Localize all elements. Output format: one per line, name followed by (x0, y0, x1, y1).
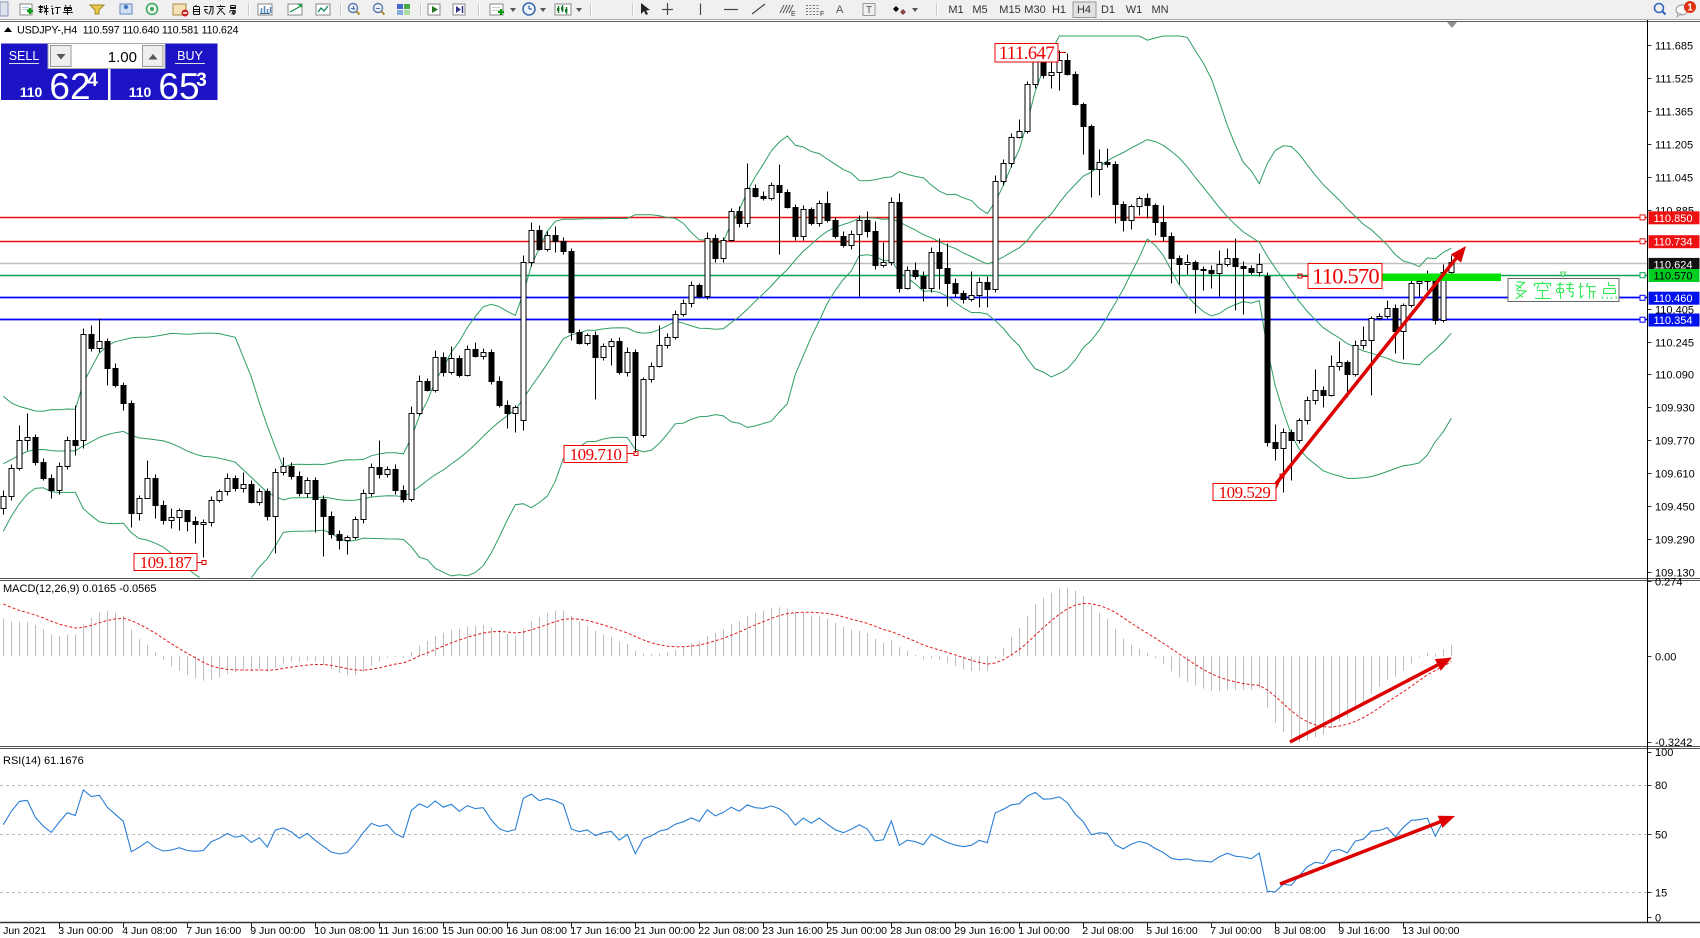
svg-text:F: F (820, 11, 824, 18)
svg-text:21 Jun 00:00: 21 Jun 00:00 (634, 925, 695, 937)
svg-text:109.930: 109.930 (1655, 402, 1695, 414)
svg-text:9 Jun 00:00: 9 Jun 00:00 (250, 925, 305, 937)
svg-text:8 Jul 08:00: 8 Jul 08:00 (1274, 925, 1326, 937)
svg-text:110.354: 110.354 (1654, 315, 1693, 327)
svg-text:110.850: 110.850 (1654, 213, 1693, 225)
svg-text:7 Jul 00:00: 7 Jul 00:00 (1210, 925, 1262, 937)
svg-text:1.00: 1.00 (108, 49, 137, 66)
svg-text:15: 15 (1655, 888, 1667, 900)
svg-text:16 Jun 08:00: 16 Jun 08:00 (506, 925, 567, 937)
svg-text:100: 100 (1655, 747, 1673, 759)
svg-text:22 Jun 08:00: 22 Jun 08:00 (698, 925, 759, 937)
svg-text:109.290: 109.290 (1655, 534, 1695, 546)
svg-text:110.734: 110.734 (1654, 237, 1693, 249)
svg-text:110: 110 (20, 84, 43, 100)
svg-text:109.529: 109.529 (1219, 483, 1271, 502)
svg-text:110.570: 110.570 (1312, 264, 1379, 289)
svg-text:109.450: 109.450 (1655, 501, 1695, 513)
svg-text:2 Jul 08:00: 2 Jul 08:00 (1082, 925, 1134, 937)
svg-text:4 Jun 08:00: 4 Jun 08:00 (122, 925, 177, 937)
svg-text:M15: M15 (999, 4, 1020, 16)
svg-text:65: 65 (158, 66, 199, 107)
svg-text:111.205: 111.205 (1655, 140, 1693, 152)
svg-text:13 Jul 00:00: 13 Jul 00:00 (1402, 925, 1459, 937)
svg-text:110.090: 110.090 (1655, 369, 1694, 381)
svg-text:110.624: 110.624 (1654, 259, 1693, 271)
svg-text:4: 4 (87, 70, 98, 91)
svg-text:A: A (836, 4, 844, 16)
svg-text:0: 0 (1655, 912, 1661, 924)
svg-text:111.365: 111.365 (1655, 107, 1693, 119)
svg-text:BUY: BUY (177, 49, 203, 63)
svg-text:109.187: 109.187 (140, 553, 193, 572)
svg-text:USDJPY-,H4 110.597 110.640 11: USDJPY-,H4 110.597 110.640 110.581 110.6… (17, 25, 239, 37)
svg-text:T: T (866, 5, 872, 16)
svg-text:-0.3242: -0.3242 (1655, 737, 1692, 749)
svg-text:109.710: 109.710 (570, 445, 622, 464)
svg-text:SELL: SELL (9, 49, 40, 63)
svg-text:3 Jun 00:00: 3 Jun 00:00 (58, 925, 113, 937)
svg-text:23 Jun 16:00: 23 Jun 16:00 (762, 925, 823, 937)
svg-text:7 Jun 16:00: 7 Jun 16:00 (186, 925, 241, 937)
svg-text:62: 62 (49, 66, 90, 107)
svg-text:3: 3 (196, 70, 207, 91)
svg-text:D1: D1 (1101, 4, 1115, 16)
svg-text:M5: M5 (972, 4, 987, 16)
svg-text:0.274: 0.274 (1655, 577, 1683, 589)
svg-text:1: 1 (1687, 3, 1693, 14)
svg-text:25 Jun 00:00: 25 Jun 00:00 (826, 925, 887, 937)
svg-text:29 Jun 16:00: 29 Jun 16:00 (954, 925, 1015, 937)
svg-text:10 Jun 08:00: 10 Jun 08:00 (314, 925, 375, 937)
svg-text:15 Jun 00:00: 15 Jun 00:00 (442, 925, 503, 937)
svg-text:W1: W1 (1126, 4, 1143, 16)
svg-text:0.00: 0.00 (1655, 651, 1676, 663)
svg-text:110.570: 110.570 (1654, 271, 1693, 283)
svg-text:5 Jul 16:00: 5 Jul 16:00 (1146, 925, 1198, 937)
svg-text:109.130: 109.130 (1655, 567, 1695, 579)
svg-text:9 Jul 16:00: 9 Jul 16:00 (1338, 925, 1390, 937)
svg-text:109.770: 109.770 (1655, 435, 1695, 447)
svg-text:MACD(12,26,9) 0.0165 -0.0565: MACD(12,26,9) 0.0165 -0.0565 (3, 583, 156, 595)
svg-text:80: 80 (1655, 780, 1667, 792)
svg-text:1 Jul 00:00: 1 Jul 00:00 (1018, 925, 1070, 937)
svg-text:E: E (791, 11, 796, 18)
svg-text:111.647: 111.647 (999, 44, 1055, 64)
svg-text:110.245: 110.245 (1655, 338, 1694, 350)
svg-text:111.045: 111.045 (1655, 173, 1693, 185)
svg-text:50: 50 (1655, 830, 1667, 842)
svg-text:17 Jun 16:00: 17 Jun 16:00 (570, 925, 631, 937)
svg-text:MN: MN (1151, 4, 1168, 16)
svg-text:M1: M1 (948, 4, 963, 16)
svg-text:RSI(14) 61.1676: RSI(14) 61.1676 (3, 755, 84, 767)
svg-text:3 Jun 2021: 3 Jun 2021 (0, 925, 46, 937)
svg-text:H1: H1 (1052, 4, 1066, 16)
svg-text:110: 110 (129, 84, 152, 100)
svg-text:111.685: 111.685 (1655, 41, 1693, 53)
svg-text:11 Jun 16:00: 11 Jun 16:00 (378, 925, 438, 937)
svg-text:109.610: 109.610 (1655, 468, 1695, 480)
svg-text:110.460: 110.460 (1654, 293, 1693, 305)
svg-text:28 Jun 08:00: 28 Jun 08:00 (890, 925, 951, 937)
svg-text:M30: M30 (1024, 4, 1045, 16)
svg-text:111.525: 111.525 (1655, 74, 1693, 86)
svg-text:H4: H4 (1077, 4, 1091, 16)
